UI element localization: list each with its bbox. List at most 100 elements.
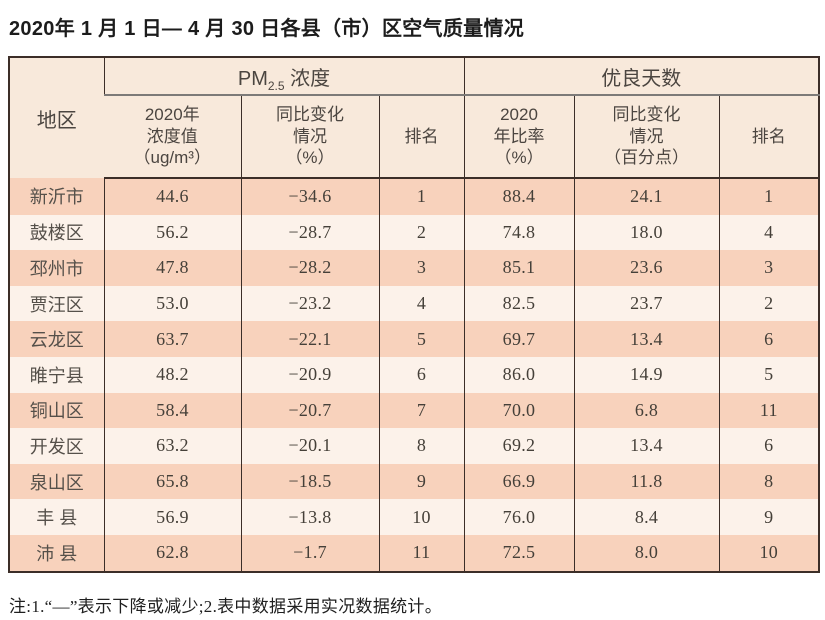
col-group-good-days: 优良天数 [463, 57, 820, 96]
good-rate-cell: 85.1 [463, 250, 575, 286]
col-header-pm-rank: 排名 [378, 95, 465, 179]
good-change-cell: 13.4 [573, 321, 720, 357]
good-rate-cell: 76.0 [463, 499, 575, 535]
good-rate-cell: 69.2 [463, 428, 575, 464]
pm-change-cell: −34.6 [240, 178, 379, 215]
pm-rank-cell: 6 [378, 356, 465, 393]
pm-rank-cell: 5 [378, 321, 465, 357]
good-change-cell: 13.4 [573, 428, 720, 464]
header-group-row: 地区 PM2.5 浓度 优良天数 [9, 57, 820, 178]
pm25-label-suffix: 浓度 [284, 67, 331, 90]
good-rate-cell: 82.5 [463, 285, 575, 322]
pm-rank-cell: 10 [378, 499, 465, 535]
good-change-cell: 11.8 [573, 463, 720, 500]
good-rate-cell: 88.4 [463, 178, 575, 215]
pm-change-cell: −1.7 [240, 534, 379, 572]
footnote: 注:1.“—”表示下降或减少;2.表中数据采用实况数据统计。 [9, 596, 443, 616]
region-cell: 贾汪区 [29, 294, 84, 315]
good-rate-cell: 70.0 [463, 392, 575, 429]
pm-value-cell: 63.2 [103, 428, 241, 464]
good-change-cell: 6.8 [573, 392, 720, 429]
good-rank-cell: 3 [718, 250, 820, 286]
table-row: 邳州市 47.8 −28.2 3 85.1 23.6 3 [9, 250, 820, 286]
region-cell: 泉山区 [29, 472, 84, 493]
pm-change-cell: −18.5 [240, 463, 379, 500]
col-header-region: 地区 [9, 57, 104, 178]
table-row: 云龙区 63.7 −22.1 5 69.7 13.4 6 [9, 321, 820, 357]
table-row: 鼓楼区 56.2 −28.7 2 74.8 18.0 4 [9, 214, 820, 251]
good-rate-cell: 69.7 [463, 321, 575, 357]
pm-value-cell: 58.4 [103, 392, 241, 429]
good-change-cell: 23.6 [573, 250, 720, 286]
region-cell: 邳州市 [29, 258, 84, 279]
pm-rank-cell: 11 [378, 534, 465, 572]
region-cell: 新沂市 [29, 187, 84, 208]
header-sub-row: 2020年 浓度值 （ug/m³） 同比变化 情况 （%） 排名 2020 年比… [9, 95, 820, 179]
pm-value-cell: 65.8 [103, 463, 241, 500]
pm-rank-cell: 3 [378, 250, 465, 286]
table-row: 泉山区 65.8 −18.5 9 66.9 11.8 8 [9, 463, 820, 500]
good-rate-cell: 66.9 [463, 463, 575, 500]
pm-rank-cell: 4 [378, 285, 465, 322]
table-row: 贾汪区 53.0 −23.2 4 82.5 23.7 2 [9, 285, 820, 322]
pm-change-cell: −28.2 [240, 250, 379, 286]
col-header-good-rank: 排名 [718, 95, 820, 179]
air-quality-table: 地区 PM2.5 浓度 优良天数 2020年 浓度值 （ug/m³） 同比变化 … [8, 56, 821, 573]
table-row: 丰 县 56.9 −13.8 10 76.0 8.4 9 [9, 499, 820, 535]
pm-rank-cell: 1 [378, 178, 465, 215]
good-rate-cell: 72.5 [463, 534, 575, 572]
col-header-good-rate: 2020 年比率 （%） [463, 95, 575, 179]
good-rank-cell: 8 [718, 463, 820, 500]
good-change-cell: 14.9 [573, 356, 720, 393]
pm-change-cell: −20.7 [240, 392, 379, 429]
good-rank-cell: 9 [718, 499, 820, 535]
good-rate-cell: 86.0 [463, 356, 575, 393]
good-rank-cell: 6 [718, 428, 820, 464]
pm-rank-cell: 7 [378, 392, 465, 429]
pm-value-cell: 56.2 [103, 214, 241, 251]
pm-change-cell: −20.1 [240, 428, 379, 464]
pm25-label-subscript: 2.5 [267, 78, 285, 93]
col-header-pm-change: 同比变化 情况 （%） [240, 95, 379, 179]
page-title: 2020年 1 月 1 日— 4 月 30 日各县（市）区空气质量情况 [9, 18, 525, 40]
pm-value-cell: 48.2 [103, 356, 241, 393]
good-rank-cell: 6 [718, 321, 820, 357]
good-rank-cell: 5 [718, 356, 820, 393]
table-row: 睢宁县 48.2 −20.9 6 86.0 14.9 5 [9, 356, 820, 393]
table-row: 沛 县 62.8 −1.7 11 72.5 8.0 10 [9, 534, 820, 572]
pm-change-cell: −28.7 [240, 214, 379, 251]
pm-value-cell: 47.8 [103, 250, 241, 286]
good-rate-cell: 74.8 [463, 214, 575, 251]
good-change-cell: 8.0 [573, 534, 720, 572]
good-change-cell: 18.0 [573, 214, 720, 251]
pm-change-cell: −13.8 [240, 499, 379, 535]
region-cell: 鼓楼区 [29, 223, 84, 244]
table-header: 地区 PM2.5 浓度 优良天数 2020年 浓度值 （ug/m³） 同比变化 … [9, 57, 820, 179]
region-cell: 云龙区 [29, 330, 84, 351]
col-group-pm25: PM2.5 浓度 [103, 57, 465, 96]
pm-change-cell: −20.9 [240, 356, 379, 393]
good-rank-cell: 10 [718, 534, 820, 572]
pm-value-cell: 44.6 [103, 178, 241, 215]
region-cell: 睢宁县 [29, 365, 84, 386]
pm25-label-prefix: PM [237, 67, 268, 90]
pm-rank-cell: 9 [378, 463, 465, 500]
region-cell: 铜山区 [29, 401, 84, 422]
col-header-good-change: 同比变化 情况 （百分点） [573, 95, 720, 179]
pm-change-cell: −22.1 [240, 321, 379, 357]
good-rank-cell: 1 [718, 178, 820, 215]
region-cell: 丰 县 [36, 508, 78, 529]
pm-value-cell: 63.7 [103, 321, 241, 357]
good-rank-cell: 2 [718, 285, 820, 322]
pm-value-cell: 56.9 [103, 499, 241, 535]
pm-change-cell: −23.2 [240, 285, 379, 322]
pm-value-cell: 53.0 [103, 285, 241, 322]
pm-rank-cell: 2 [378, 214, 465, 251]
pm-value-cell: 62.8 [103, 534, 241, 572]
table-row: 开发区 63.2 −20.1 8 69.2 13.4 6 [9, 428, 820, 464]
good-change-cell: 24.1 [573, 178, 720, 215]
good-change-cell: 8.4 [573, 499, 720, 535]
table-row: 铜山区 58.4 −20.7 7 70.0 6.8 11 [9, 392, 820, 429]
table-body: 新沂市 44.6 −34.6 1 88.4 24.1 1 鼓楼区 56.2 −2… [9, 178, 820, 572]
